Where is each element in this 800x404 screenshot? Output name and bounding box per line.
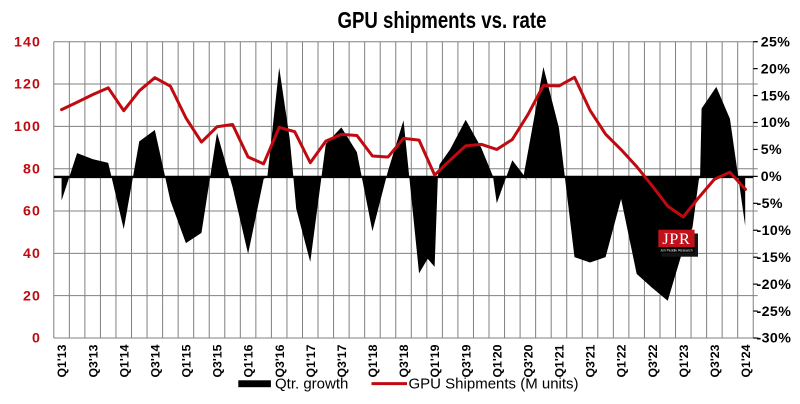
svg-text:Q3'20: Q3'20	[521, 344, 535, 377]
svg-text:-5%: -5%	[757, 196, 783, 212]
svg-text:Q1'17: Q1'17	[304, 344, 318, 377]
svg-text:Q1'13: Q1'13	[55, 344, 69, 377]
svg-text:Q3'19: Q3'19	[459, 344, 473, 377]
svg-text:-20%: -20%	[757, 277, 792, 293]
svg-text:25%: 25%	[761, 34, 791, 50]
svg-text:Q1'22: Q1'22	[615, 344, 629, 377]
svg-text:20%: 20%	[761, 61, 791, 77]
svg-text:Q3'16: Q3'16	[273, 344, 287, 377]
svg-text:Q3'15: Q3'15	[211, 344, 225, 377]
svg-text:Q3'22: Q3'22	[646, 344, 660, 377]
svg-text:Q1'18: Q1'18	[366, 344, 380, 377]
svg-text:60: 60	[23, 204, 41, 220]
svg-text:Q3'23: Q3'23	[708, 344, 722, 377]
svg-text:Q1'14: Q1'14	[117, 344, 131, 377]
svg-text:0: 0	[32, 331, 41, 347]
svg-text:80: 80	[23, 161, 41, 177]
svg-text:5%: 5%	[761, 142, 782, 158]
svg-text:GPU shipments vs. rate: GPU shipments vs. rate	[338, 8, 547, 33]
svg-text:0%: 0%	[761, 169, 782, 185]
svg-text:Q3'21: Q3'21	[584, 344, 598, 377]
svg-text:Q1'23: Q1'23	[677, 344, 691, 377]
svg-text:Q1'20: Q1'20	[490, 344, 504, 377]
svg-text:100: 100	[14, 119, 41, 135]
svg-text:-15%: -15%	[757, 250, 792, 266]
svg-text:40: 40	[23, 246, 41, 262]
svg-text:Q1'15: Q1'15	[180, 344, 194, 377]
svg-text:Qtr. growth: Qtr. growth	[275, 376, 348, 393]
svg-text:GPU Shipments (M units): GPU Shipments (M units)	[409, 376, 579, 393]
svg-text:Q3'14: Q3'14	[148, 344, 162, 377]
svg-text:Q3'18: Q3'18	[397, 344, 411, 377]
svg-text:Q1'21: Q1'21	[553, 344, 567, 377]
svg-text:JPR: JPR	[662, 229, 690, 248]
svg-text:-30%: -30%	[757, 331, 792, 347]
svg-text:Q1'19: Q1'19	[428, 344, 442, 377]
svg-text:10%: 10%	[761, 115, 791, 131]
svg-text:Q1'16: Q1'16	[242, 344, 256, 377]
svg-text:Q1'24: Q1'24	[739, 344, 753, 377]
svg-text:120: 120	[14, 77, 41, 93]
svg-text:-25%: -25%	[757, 304, 792, 320]
svg-text:Q3'13: Q3'13	[86, 344, 100, 377]
svg-text:15%: 15%	[761, 88, 791, 104]
svg-text:Jon Peddie Research: Jon Peddie Research	[660, 249, 693, 253]
svg-text:Q3'17: Q3'17	[335, 344, 349, 377]
svg-text:-10%: -10%	[757, 223, 792, 239]
svg-text:140: 140	[14, 34, 41, 50]
svg-text:20: 20	[23, 288, 41, 304]
